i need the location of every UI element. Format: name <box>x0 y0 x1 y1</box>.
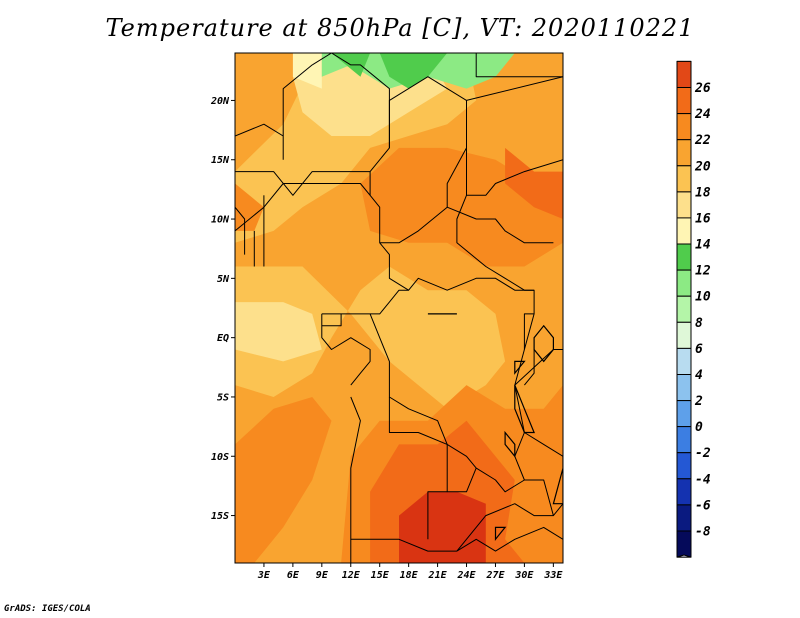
country-border <box>524 349 535 386</box>
country-borders <box>235 53 563 563</box>
lat-tick-label: 20N <box>210 96 230 107</box>
country-border <box>456 479 554 552</box>
colorbar-label: 0 <box>695 420 703 435</box>
temperature-region-14c <box>292 53 322 89</box>
lon-tick-label: 3E <box>257 570 271 581</box>
country-border <box>475 53 563 78</box>
country-border <box>466 76 563 101</box>
country-border <box>553 503 563 516</box>
lake-outline <box>533 324 555 363</box>
lat-tick-label: 5S <box>217 392 229 403</box>
lon-tick-label: 27E <box>485 570 505 581</box>
lat-tick-label: 5N <box>217 274 230 285</box>
lake-outline <box>552 456 563 505</box>
lon-tick-label: 6E <box>287 570 300 581</box>
lat-tick-label: 10S <box>211 452 229 463</box>
lon-tick-label: 24E <box>456 570 476 581</box>
lake-outline <box>514 360 526 375</box>
colorbar-label: 10 <box>695 290 711 305</box>
country-border <box>321 313 342 327</box>
country-border <box>235 123 284 137</box>
colorbar-segment <box>676 295 692 323</box>
grads-credit: GrADS: IGES/COLA <box>4 604 91 614</box>
country-border <box>427 491 448 540</box>
colorbar-label: -4 <box>695 472 711 487</box>
colorbar-label: 2 <box>694 394 703 409</box>
country-border <box>388 397 477 493</box>
lat-tick-label: 15N <box>211 155 230 166</box>
colorbar-label: 20 <box>694 159 711 174</box>
colorbar-label: -2 <box>695 446 711 461</box>
country-border <box>350 396 563 552</box>
colorbar-label: 6 <box>695 342 703 357</box>
lake-outline <box>494 526 507 541</box>
country-border <box>379 76 467 244</box>
colorbar-label: 8 <box>695 316 703 331</box>
colorbar-segment <box>676 60 692 89</box>
lon-tick-label: 33E <box>543 570 563 581</box>
colorbar-segment <box>676 87 692 115</box>
colorbar-label: 26 <box>694 81 711 96</box>
colorbar-segment <box>676 478 692 506</box>
colorbar-label: 14 <box>695 238 711 253</box>
temperature-region-16c <box>235 302 322 362</box>
colorbar-label: 16 <box>695 211 711 226</box>
country-border <box>235 206 246 255</box>
lon-tick-label: 18E <box>400 570 419 581</box>
lat-tick-label: 10N <box>211 215 230 226</box>
colorbar-label: 24 <box>694 107 711 122</box>
lon-tick-label: 30E <box>514 570 534 581</box>
chart-title: Temperature at 850hPa [C], VT: 202011022… <box>105 14 695 42</box>
colorbar-segment <box>676 243 692 271</box>
colorbar-segment <box>676 400 692 428</box>
colorbar-segment <box>676 530 692 558</box>
colorbar-label: -8 <box>695 525 711 540</box>
colorbar-segment <box>676 452 692 480</box>
colorbar-label: 4 <box>695 368 703 383</box>
colorbar-segment <box>676 165 692 193</box>
colorbar-segment <box>676 191 692 219</box>
colorbar-segment <box>676 321 692 349</box>
colorbar-segment <box>676 217 692 245</box>
colorbar-segment <box>676 426 692 454</box>
lon-tick-label: 15E <box>371 570 390 581</box>
country-border <box>447 206 554 244</box>
colorbar-segment <box>676 347 692 375</box>
lat-tick-label: EQ <box>217 333 229 344</box>
temperature-region-18c <box>235 266 506 409</box>
country-border <box>456 147 535 291</box>
colorbar-bottom-arrow <box>676 554 692 558</box>
colorbar-label: 12 <box>695 264 711 279</box>
colorbar-segment <box>676 139 692 167</box>
lon-tick-label: 9E <box>316 570 329 581</box>
lon-tick-label: 21E <box>428 570 448 581</box>
map-frame <box>234 52 564 564</box>
lake-outline <box>514 384 535 434</box>
colorbar-segment <box>676 374 692 402</box>
colorbar-segment <box>676 504 692 532</box>
country-border <box>523 313 535 350</box>
colorbar-label: -6 <box>695 498 711 513</box>
lat-tick-label: 15S <box>211 511 229 522</box>
colorbar-label: 18 <box>695 185 711 200</box>
country-border <box>321 313 371 386</box>
colorbar-label: 22 <box>694 133 711 148</box>
lon-tick-label: 12E <box>342 570 361 581</box>
temperature-region-22c <box>235 183 264 231</box>
colorbar-segment <box>676 113 692 141</box>
lake-outline <box>504 430 516 458</box>
map-axes: 3E 6E 9E 12E 15E 18E 21E 24E 27E 30E 33E 20N 15N 10N 5… <box>210 96 563 581</box>
country-border <box>466 159 563 196</box>
temperature-region-26c <box>399 491 486 563</box>
country-border <box>235 171 371 196</box>
country-border <box>369 313 525 493</box>
temperature-region-24c <box>505 147 563 219</box>
colorbar-segment <box>676 269 692 297</box>
temperature-region-10c <box>379 53 448 89</box>
temperature-region-22c <box>235 397 332 563</box>
